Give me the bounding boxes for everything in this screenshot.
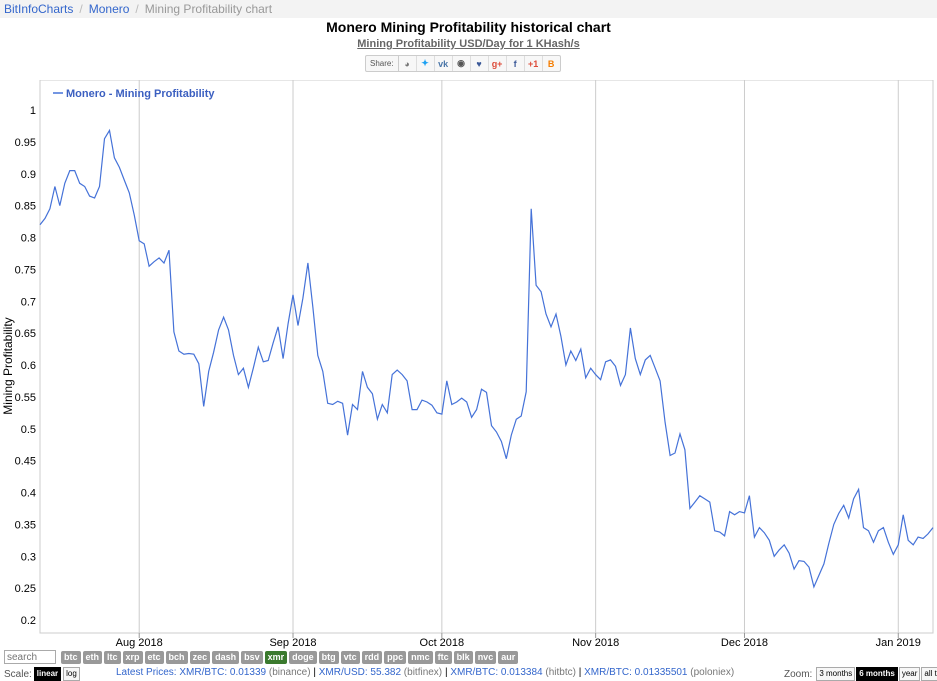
y-tick-label: 0.9 xyxy=(21,169,36,181)
y-tick-label: 0.4 xyxy=(21,488,36,500)
x-tick-label: Nov 2018 xyxy=(572,637,619,649)
coin-button-bch[interactable]: bch xyxy=(165,650,188,664)
legend-label: Monero - Mining Profitability xyxy=(66,88,215,100)
coin-button-nvc[interactable]: nvc xyxy=(474,650,497,664)
scale-linear-button[interactable]: linear xyxy=(33,667,62,681)
price-link-poloniex[interactable]: XMR/BTC: 0.01335501 xyxy=(584,667,688,678)
zoom-3-months-button[interactable]: 3 months xyxy=(816,667,856,681)
zoom-label: Zoom: xyxy=(784,668,813,680)
y-tick-label: 0.6 xyxy=(21,360,36,372)
coin-button-zec[interactable]: zec xyxy=(189,650,211,664)
chart-subtitle: Mining Profitability USD/Day for 1 KHash… xyxy=(0,38,937,50)
price-source: (hitbtc) xyxy=(545,667,576,678)
googleplus-icon[interactable]: g+ xyxy=(489,56,507,71)
coin-button-xrp[interactable]: xrp xyxy=(122,650,143,664)
coin-button-nmc[interactable]: nmc xyxy=(408,650,433,664)
scale-control: Scale: linear log xyxy=(4,667,80,681)
price-link-hitbtc[interactable]: XMR/BTC: 0.013384 xyxy=(450,667,543,678)
zoom-all-time-button[interactable]: all time xyxy=(921,667,937,681)
facebook-icon[interactable]: f xyxy=(507,56,525,71)
breadcrumb-current: Mining Profitability chart xyxy=(144,2,273,16)
y-tick-label: 0.2 xyxy=(21,615,36,627)
y-tick-label: 1 xyxy=(30,105,36,117)
scale-label: Scale: xyxy=(4,668,32,680)
y-tick-label: 0.25 xyxy=(15,583,36,595)
like-icon[interactable]: ♥ xyxy=(471,56,489,71)
coin-button-rdd[interactable]: rdd xyxy=(361,650,383,664)
coin-button-ftc[interactable]: ftc xyxy=(434,650,452,664)
y-axis-label: Mining Profitability xyxy=(1,317,15,414)
y-tick-label: 0.85 xyxy=(15,201,36,213)
share-label: Share: xyxy=(366,56,399,71)
legend: Monero - Mining Profitability xyxy=(53,88,215,100)
series-line xyxy=(39,128,934,589)
y-tick-label: 0.3 xyxy=(21,551,36,563)
y-tick-label: 0.8 xyxy=(21,233,36,245)
coin-selector: btcethltcxrpetcbchzecdashbsvxmrdogebtgvt… xyxy=(4,650,519,664)
price-link-binance[interactable]: XMR/BTC: 0.01339 xyxy=(179,667,267,678)
coin-button-bsv[interactable]: bsv xyxy=(241,650,263,664)
coin-button-dash[interactable]: dash xyxy=(212,650,240,664)
y-tick-label: 0.45 xyxy=(15,456,36,468)
zoom-control: Zoom: 3 months 6 months year all time xyxy=(784,667,937,681)
x-tick-label: Jan 2019 xyxy=(876,637,921,649)
y-tick-label: 0.95 xyxy=(15,137,36,149)
x-tick-label: Oct 2018 xyxy=(420,637,465,649)
gplusone-icon[interactable]: +1 xyxy=(525,56,543,71)
y-axis: 1 0.95 0.9 0.85 0.8 0.75 0.7 0.65 0.6 0.55 0.5 0.45… xyxy=(15,105,36,627)
price-source: (bitfinex) xyxy=(403,667,443,678)
grid xyxy=(138,80,899,633)
breadcrumb: BitInfoCharts / Monero / Mining Profitabilit… xyxy=(0,0,937,18)
y-tick-label: 0.55 xyxy=(15,392,36,404)
y-tick-label: 0.75 xyxy=(15,264,36,276)
plot-frame xyxy=(39,80,934,634)
prices-label: Latest Prices: xyxy=(116,667,177,678)
x-tick-label: Aug 2018 xyxy=(116,637,163,649)
coin-button-eth[interactable]: eth xyxy=(82,650,102,664)
chart: 1 0.95 0.9 0.85 0.8 0.75 0.7 0.65 0.6 0.55 0.5 0.45… xyxy=(1,80,934,649)
chart-title: Monero Mining Profitability historical c… xyxy=(326,19,611,35)
vk-icon[interactable]: vk xyxy=(435,56,453,71)
search-input[interactable] xyxy=(4,650,56,664)
y-tick-label: 0.7 xyxy=(21,296,36,308)
coin-button-vtc[interactable]: vtc xyxy=(340,650,360,664)
price-source: (binance) xyxy=(268,667,311,678)
breadcrumb-home[interactable]: BitInfoCharts xyxy=(4,2,74,16)
reddit-icon[interactable]: ◕ xyxy=(399,56,417,71)
x-tick-label: Dec 2018 xyxy=(721,637,768,649)
chart-subtitle-text: Mining Profitability USD/Day for 1 KHash… xyxy=(357,38,580,50)
coin-button-btg[interactable]: btg xyxy=(318,650,339,664)
coin-button-xmr[interactable]: xmr xyxy=(264,650,288,664)
coin-button-btc[interactable]: btc xyxy=(61,650,81,664)
x-axis: Aug 2018 Sep 2018 Oct 2018 Nov 2018 Dec 2018… xyxy=(116,633,921,649)
breadcrumb-coin[interactable]: Monero xyxy=(88,2,130,16)
price-source: (poloniex) xyxy=(690,667,735,678)
y-tick-label: 0.5 xyxy=(21,424,36,436)
coin-button-ppc[interactable]: ppc xyxy=(384,650,407,664)
latest-prices: Latest Prices: XMR/BTC: 0.01339 (binance… xyxy=(116,667,735,678)
y-tick-label: 0.35 xyxy=(15,519,36,531)
coin-button-aur[interactable]: aur xyxy=(498,650,519,664)
x-tick-label: Sep 2018 xyxy=(269,637,316,649)
blogger-icon[interactable]: B xyxy=(547,58,555,69)
coin-button-blk[interactable]: blk xyxy=(453,650,473,664)
weibo-icon[interactable]: ◉ xyxy=(453,56,471,71)
price-link-bitfinex[interactable]: XMR/USD: 55.382 xyxy=(318,667,402,678)
twitter-icon[interactable]: ✦ xyxy=(417,56,435,71)
y-tick-label: 0.65 xyxy=(15,328,36,340)
zoom-6-months-button[interactable]: 6 months xyxy=(856,667,898,681)
scale-log-button[interactable]: log xyxy=(63,667,80,681)
share-bar: Share: ◕ ✦ vk ◉ ♥ g+ f +1 B xyxy=(365,55,561,72)
coin-button-ltc[interactable]: ltc xyxy=(104,650,121,664)
coin-button-etc[interactable]: etc xyxy=(144,650,164,664)
coin-button-doge[interactable]: doge xyxy=(289,650,317,664)
zoom-year-button[interactable]: year xyxy=(898,667,921,681)
